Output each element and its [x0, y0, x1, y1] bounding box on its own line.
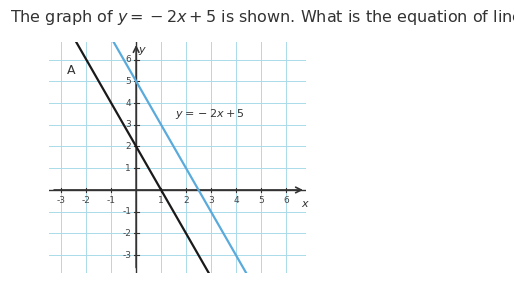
Text: 3: 3 — [125, 120, 131, 129]
Text: The graph of $y = -2x + 5$ is shown. What is the equation of line A?: The graph of $y = -2x + 5$ is shown. Wha… — [10, 8, 514, 28]
Text: x: x — [301, 199, 308, 209]
Text: -1: -1 — [107, 196, 116, 205]
Text: 6: 6 — [283, 196, 289, 205]
Text: 4: 4 — [125, 99, 131, 108]
Text: y: y — [138, 46, 145, 55]
Text: 6: 6 — [125, 55, 131, 64]
Text: 5: 5 — [258, 196, 264, 205]
Text: $y = -2x + 5$: $y = -2x + 5$ — [175, 107, 244, 121]
Text: 2: 2 — [183, 196, 189, 205]
Text: -3: -3 — [122, 251, 131, 260]
Text: 1: 1 — [158, 196, 164, 205]
Text: 5: 5 — [125, 77, 131, 86]
Text: -3: -3 — [57, 196, 66, 205]
Text: 1: 1 — [125, 164, 131, 173]
Text: 2: 2 — [125, 142, 131, 151]
Text: 4: 4 — [233, 196, 239, 205]
Text: -2: -2 — [122, 229, 131, 238]
Text: 3: 3 — [208, 196, 214, 205]
Text: -2: -2 — [82, 196, 90, 205]
Text: -1: -1 — [122, 207, 131, 216]
Text: A: A — [67, 64, 76, 77]
